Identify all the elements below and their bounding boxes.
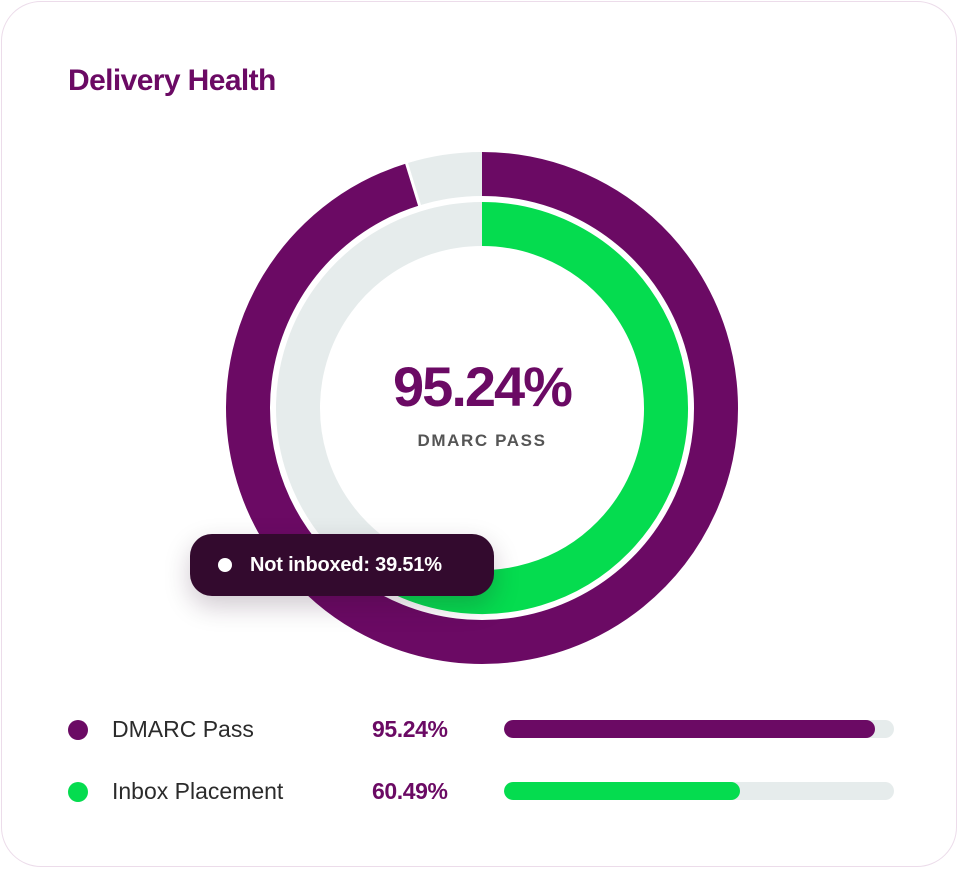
dmarc-pass-value-arc[interactable] [226,152,738,664]
card-title: Delivery Health [68,64,276,97]
legend-label: DMARC Pass [112,716,254,742]
progress-track [504,782,894,800]
legend-value: 95.24% [372,716,448,742]
progress-fill-inbox-placement [504,782,740,800]
legend-item-inbox-placement[interactable]: Inbox Placement 60.49% [2,772,960,812]
legend-item-dmarc-pass[interactable]: DMARC Pass 95.24% [2,710,960,750]
center-value: 95.24% [393,355,573,418]
inbox-placement-remainder-arc[interactable] [276,202,483,571]
legend-value: 60.49% [372,778,448,804]
legend-label: Inbox Placement [112,778,284,804]
progress-track [504,720,894,738]
progress-fill-dmarc-pass [504,720,876,738]
legend-dot-icon [68,720,88,740]
segment-divider [404,161,422,208]
tooltip-text: Not inboxed: 39.51% [250,553,442,576]
chart-tooltip: Not inboxed: 39.51% [190,534,494,596]
dmarc-pass-remainder-arc[interactable] [406,152,483,206]
tooltip-dot-icon [218,558,232,572]
center-label: DMARC PASS [417,431,547,450]
legend-dot-icon [68,782,88,802]
